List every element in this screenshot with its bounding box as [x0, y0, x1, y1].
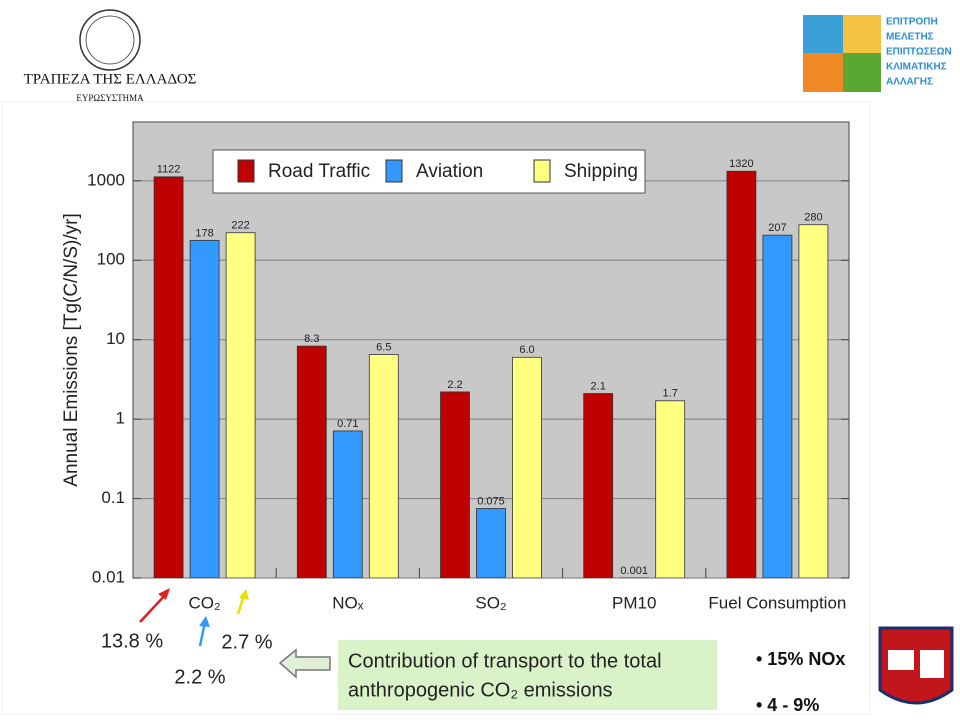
value-label: 2.1 — [591, 380, 606, 392]
value-label: 1122 — [157, 164, 181, 176]
bar — [583, 393, 614, 578]
bank-subtitle: ΕΥΡΩΣΥΣΤΗΜΑ — [76, 93, 144, 103]
y-tick-label: 0.01 — [92, 567, 125, 586]
bank-title: ΤΡΑΠΕΖΑ ΤΗΣ ΕΛΛΑΔΟΣ — [24, 71, 197, 87]
bar — [225, 232, 256, 578]
value-label: 0.71 — [337, 418, 358, 430]
legend-swatch — [237, 159, 255, 183]
share-arrows — [139, 588, 331, 679]
y-tick-label: 0.1 — [101, 488, 125, 507]
committee-line: ΕΠΙΤΡΟΠΗ — [886, 17, 938, 28]
value-label: 178 — [195, 227, 213, 239]
legend-swatch — [533, 159, 551, 183]
y-tick-label: 100 — [97, 250, 125, 269]
y-tick-label: 1000 — [87, 170, 125, 189]
slide-frame — [1, 101, 871, 715]
x-tick-label: Fuel Consumption — [708, 593, 846, 612]
y-tick-label: 10 — [106, 329, 125, 348]
value-label: 207 — [768, 222, 786, 234]
legend-label: Road Traffic — [268, 161, 370, 182]
legend-label: Shipping — [564, 161, 638, 182]
value-label: 222 — [231, 220, 249, 232]
x-tick-label: PM10 — [612, 593, 656, 612]
bar — [655, 400, 686, 578]
committee-line: ΕΠΙΠΤΩΣΕΩΝ — [886, 47, 952, 58]
bar — [189, 239, 220, 578]
bar — [512, 356, 542, 578]
bar — [153, 176, 184, 578]
legend-swatch — [385, 159, 403, 183]
bar — [798, 224, 829, 578]
x-tick-label: NOₓ — [332, 593, 364, 612]
road-share: 13.8 % — [101, 630, 163, 652]
value-label: 6.0 — [519, 344, 534, 356]
bank-logo — [79, 9, 141, 71]
shipping-share: 2.7 % — [221, 631, 272, 653]
value-label: 0.001 — [620, 565, 648, 577]
note-box — [338, 640, 717, 710]
note-line: Contribution of transport to the total — [348, 650, 662, 672]
value-label: 6.5 — [376, 341, 391, 353]
note-line: anthropogenic CO₂ emissions — [348, 679, 613, 701]
legend — [212, 149, 646, 194]
bar — [332, 430, 363, 578]
committee-line: ΚΛΙΜΑΤΙΚΗΣ — [886, 62, 947, 73]
university-logo — [878, 626, 954, 705]
value-label: 0.075 — [477, 495, 505, 507]
aviation-share: 2.2 % — [174, 666, 225, 688]
bank-logo-inner — [85, 15, 135, 65]
x-tick-label: SO₂ — [475, 593, 506, 612]
value-label: 280 — [804, 212, 822, 224]
bar — [296, 345, 327, 578]
committee-line: ΜΕΛΕΤΗΣ — [886, 32, 934, 43]
value-label: 1.7 — [663, 388, 678, 400]
bar — [762, 234, 793, 578]
bar — [368, 354, 399, 578]
bar — [476, 508, 506, 578]
value-label: 2.2 — [447, 379, 462, 391]
bar — [726, 170, 757, 578]
value-label: 1320 — [729, 158, 753, 170]
value-label: 8.3 — [304, 333, 319, 345]
y-axis-label: Annual Emissions [Tg(C/N/S)/yr] — [61, 213, 82, 486]
bullet: • 15% NOx — [756, 649, 845, 669]
legend-label: Aviation — [416, 161, 483, 182]
committee-line: ΑΛΛΑΓΗΣ — [886, 77, 933, 88]
bar — [440, 391, 470, 578]
y-tick-label: 1 — [116, 409, 125, 428]
x-tick-label: CO₂ — [189, 593, 221, 612]
bullet: • 4 - 9% — [756, 695, 819, 715]
committee-logo — [803, 15, 881, 92]
